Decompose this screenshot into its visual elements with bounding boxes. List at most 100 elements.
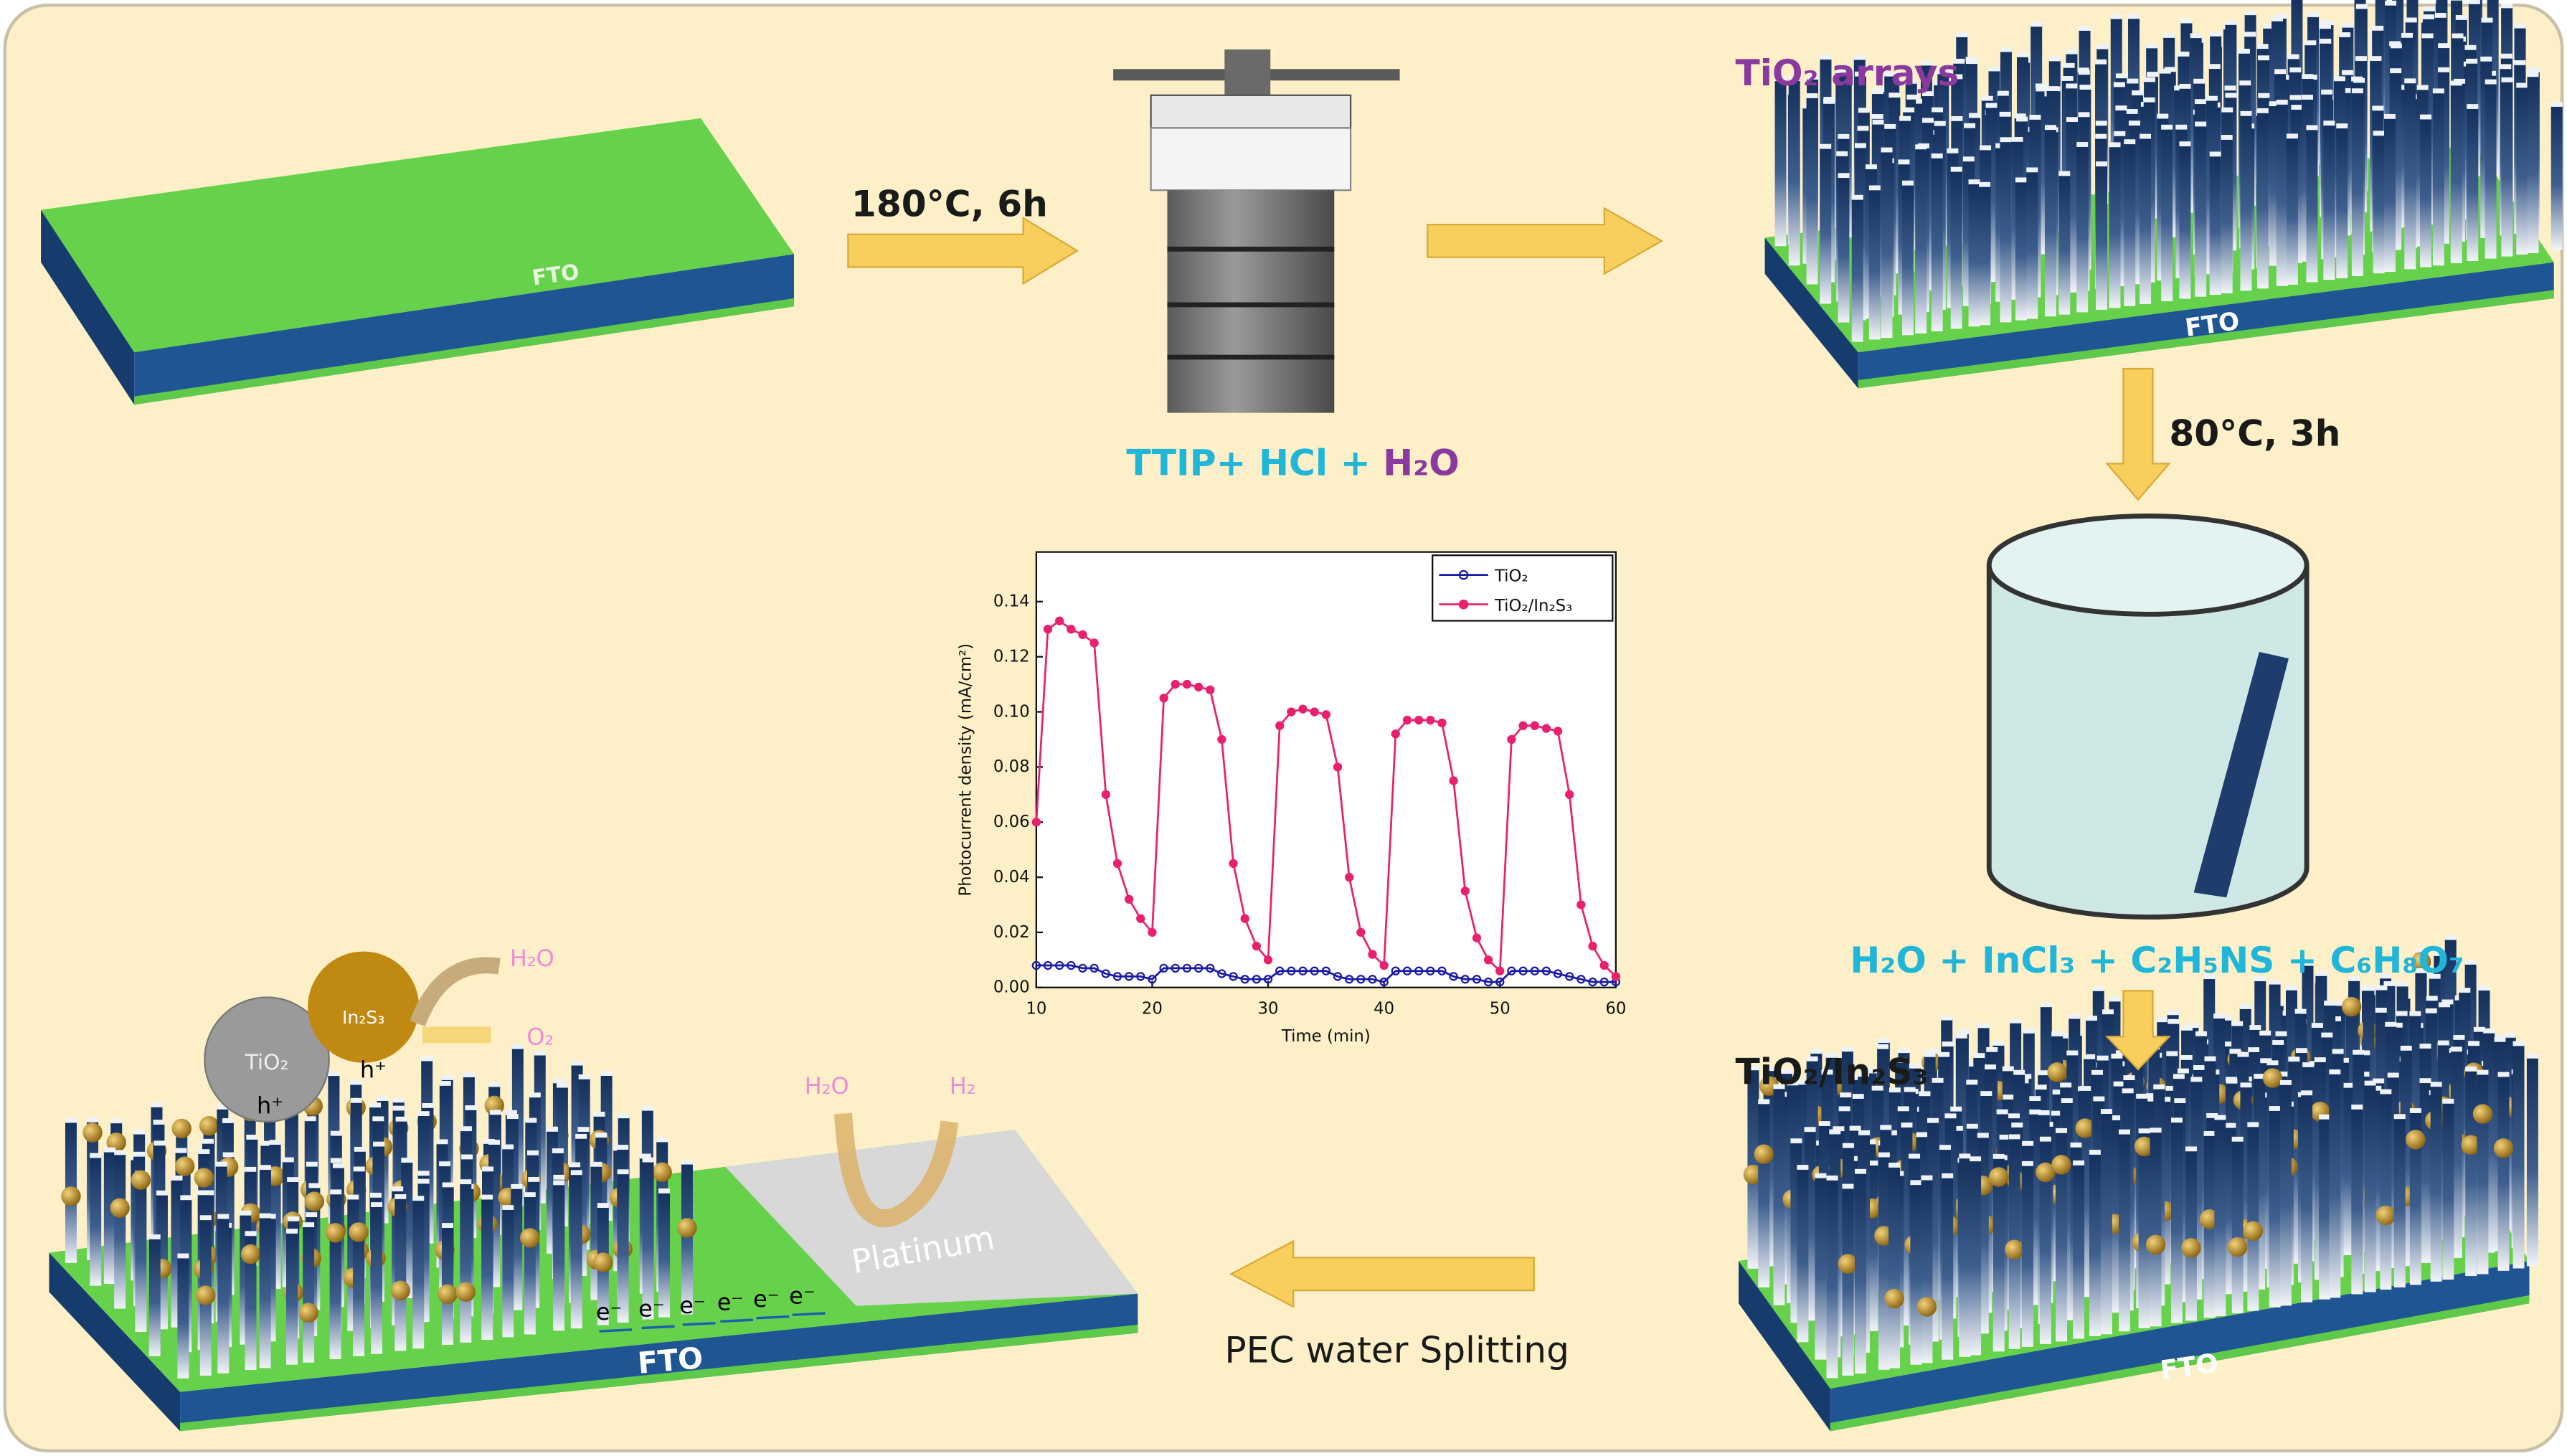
- nanorod-tip: [2096, 161, 2108, 166]
- nanorod-tip: [1857, 126, 1869, 131]
- nanorod-tip: [2167, 1010, 2179, 1016]
- nanorod-tip: [422, 1102, 434, 1108]
- nanorod-tip: [2147, 72, 2159, 77]
- electron-label: e⁻: [596, 1298, 623, 1325]
- y-tick-label: 0.10: [993, 702, 1030, 721]
- nanorod-tip: [1796, 1079, 1808, 1085]
- nanorod-tip: [1950, 1106, 1962, 1112]
- data-point: [1565, 790, 1574, 799]
- nanorod-tip: [2095, 133, 2107, 139]
- nanorod-tip: [2295, 1048, 2307, 1054]
- nanorod-tip: [1951, 74, 1963, 80]
- nanorod-tip: [2023, 1029, 2035, 1034]
- nanorod-tip: [2058, 171, 2071, 176]
- nanorod-tip: [2438, 43, 2450, 49]
- nanorod-tip: [488, 1140, 501, 1145]
- solution-label: H₂O + InCl₃ + C₂H₅NS + C₆H₈O₇: [1850, 939, 2464, 981]
- nanorod: [2306, 128, 2318, 283]
- data-point: [1576, 900, 1586, 909]
- nanorod-tip: [2514, 23, 2526, 29]
- nanorod-tip: [2224, 1122, 2236, 1128]
- nanorod: [259, 1216, 271, 1368]
- nanorod-tip: [1980, 145, 1992, 151]
- nanorod-tip: [1992, 1153, 2005, 1159]
- y-tick-label: 0.00: [993, 978, 1030, 997]
- nanorod-tip: [2113, 82, 2125, 88]
- nanorod-tip: [2497, 1072, 2510, 1077]
- y-tick-label: 0.02: [993, 923, 1030, 942]
- nanorod-tip: [2095, 59, 2107, 65]
- nanorod-tip: [681, 1159, 693, 1165]
- nanorod-tip: [1999, 1134, 2011, 1140]
- nanorod-tip: [2333, 76, 2345, 82]
- nanorod-tip: [553, 1174, 565, 1180]
- nanorod-tip: [1763, 1066, 1775, 1072]
- nanorod-tip: [2003, 1095, 2015, 1100]
- nanorod-tip: [2263, 24, 2275, 29]
- nanorod-tip: [180, 1195, 192, 1201]
- nanorod: [2467, 107, 2479, 261]
- nanorod-tip: [1881, 147, 1893, 153]
- nanorod-tip: [2450, 1046, 2462, 1052]
- nanorod-tip: [2480, 56, 2492, 62]
- nanorod-tip: [2401, 32, 2413, 38]
- nanorod-tip: [2122, 1088, 2134, 1094]
- nanorod-tip: [2016, 52, 2028, 57]
- nanorod-tip: [2069, 1013, 2081, 1019]
- nanorod-tip: [534, 1050, 546, 1056]
- nanorod-tip: [2021, 1160, 2033, 1166]
- nanorod-tip: [2221, 135, 2233, 140]
- substrate-front: [1830, 1260, 2530, 1432]
- nanorod-tip: [304, 1116, 316, 1122]
- nanorod: [2124, 142, 2136, 306]
- nanorod-tip: [2372, 105, 2384, 111]
- in2s3-particle: [174, 1156, 195, 1176]
- nanorod-tip: [525, 1117, 537, 1123]
- nanorod: [2364, 1084, 2376, 1292]
- nanorod: [2240, 114, 2252, 291]
- data-point: [1043, 625, 1053, 634]
- in2s3-particle: [1838, 1254, 1858, 1274]
- nanorod-tip: [1884, 71, 1896, 77]
- nanorod-tip: [1965, 59, 1977, 65]
- nanorod-tip: [2052, 1089, 2064, 1095]
- nanorod-tip: [1941, 1015, 1953, 1021]
- data-point: [1136, 914, 1145, 923]
- nanorod-tip: [2432, 88, 2444, 94]
- nanorod-tip: [2114, 131, 2126, 136]
- nanorod-tip: [2226, 1078, 2238, 1084]
- nanorod-tip: [392, 1105, 405, 1111]
- nanorod: [2526, 1056, 2538, 1267]
- data-point: [1193, 682, 1204, 692]
- nanorod-tip: [2373, 1078, 2385, 1084]
- nanorod-tip: [2061, 76, 2074, 81]
- nanorod-tip: [2274, 69, 2287, 75]
- data-point: [1345, 872, 1354, 882]
- nanorod-tip: [2314, 1057, 2326, 1062]
- nanorod-tip: [569, 1162, 581, 1168]
- nanorod-tip: [617, 1145, 629, 1150]
- nanorod: [1838, 176, 1850, 323]
- nanorod-tip: [1944, 1113, 1957, 1119]
- nanorod-tip: [153, 1120, 165, 1125]
- data-point: [1310, 966, 1319, 975]
- nanorod-tip: [1964, 123, 1976, 128]
- nanorod-tip: [1804, 1127, 1816, 1133]
- nanorod-tip: [2244, 32, 2256, 37]
- nanorod-tip: [412, 1196, 425, 1201]
- nanorod-tip: [1955, 1033, 1967, 1039]
- nanorod: [1878, 1155, 1890, 1370]
- nanorod-tip: [2319, 1114, 2331, 1120]
- nanorod-tip: [1858, 108, 1870, 113]
- nanorod-tip: [2086, 1016, 2098, 1021]
- nanorod-tip: [2302, 960, 2314, 966]
- nanorod-tip: [2409, 1108, 2421, 1113]
- nanorod: [1902, 184, 1914, 336]
- data-point: [1518, 966, 1528, 975]
- nanorod-tip: [2079, 85, 2091, 90]
- nanorod: [2096, 164, 2108, 310]
- nanorod-tip: [1854, 71, 1866, 77]
- nanorod-tip: [1919, 1091, 1931, 1097]
- nanorod-tip: [2257, 55, 2269, 61]
